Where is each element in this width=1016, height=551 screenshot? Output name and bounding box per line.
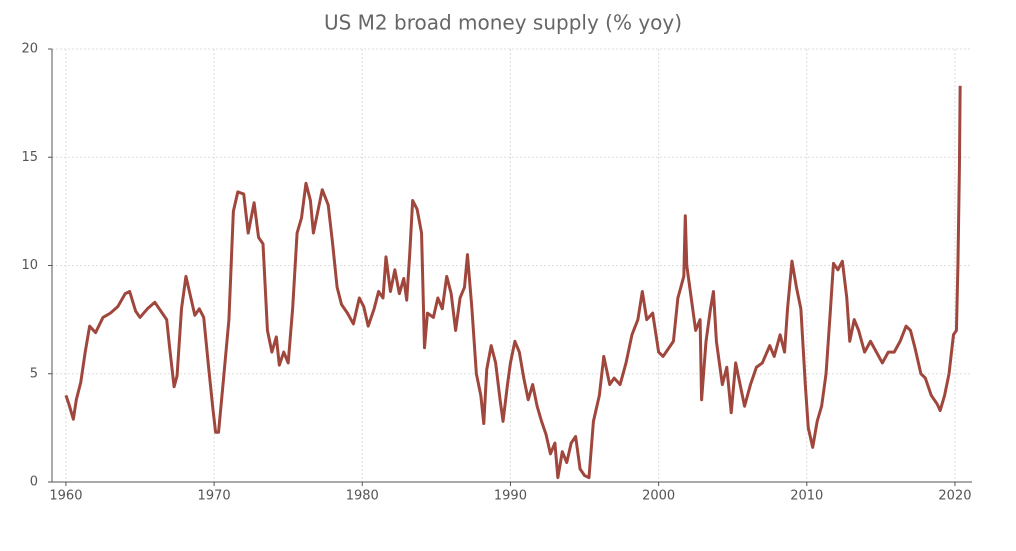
y-tick-label: 15 [21, 150, 38, 165]
y-tick-label: 5 [30, 366, 38, 381]
x-tick-label: 1960 [49, 489, 82, 504]
x-tick-label: 1990 [494, 489, 527, 504]
chart-title: US M2 broad money supply (% yoy) [324, 11, 682, 35]
x-tick-label: 2000 [642, 489, 675, 504]
y-tick-label: 0 [30, 475, 38, 490]
line [64, 85, 962, 480]
x-tick-label: 1980 [346, 489, 379, 504]
x-tick-label: 2020 [938, 489, 971, 504]
y-tick-label: 10 [21, 258, 38, 273]
x-tick-label: 2010 [790, 489, 823, 504]
y-tick-label: 20 [21, 42, 38, 57]
x-tick-label: 1970 [198, 489, 231, 504]
